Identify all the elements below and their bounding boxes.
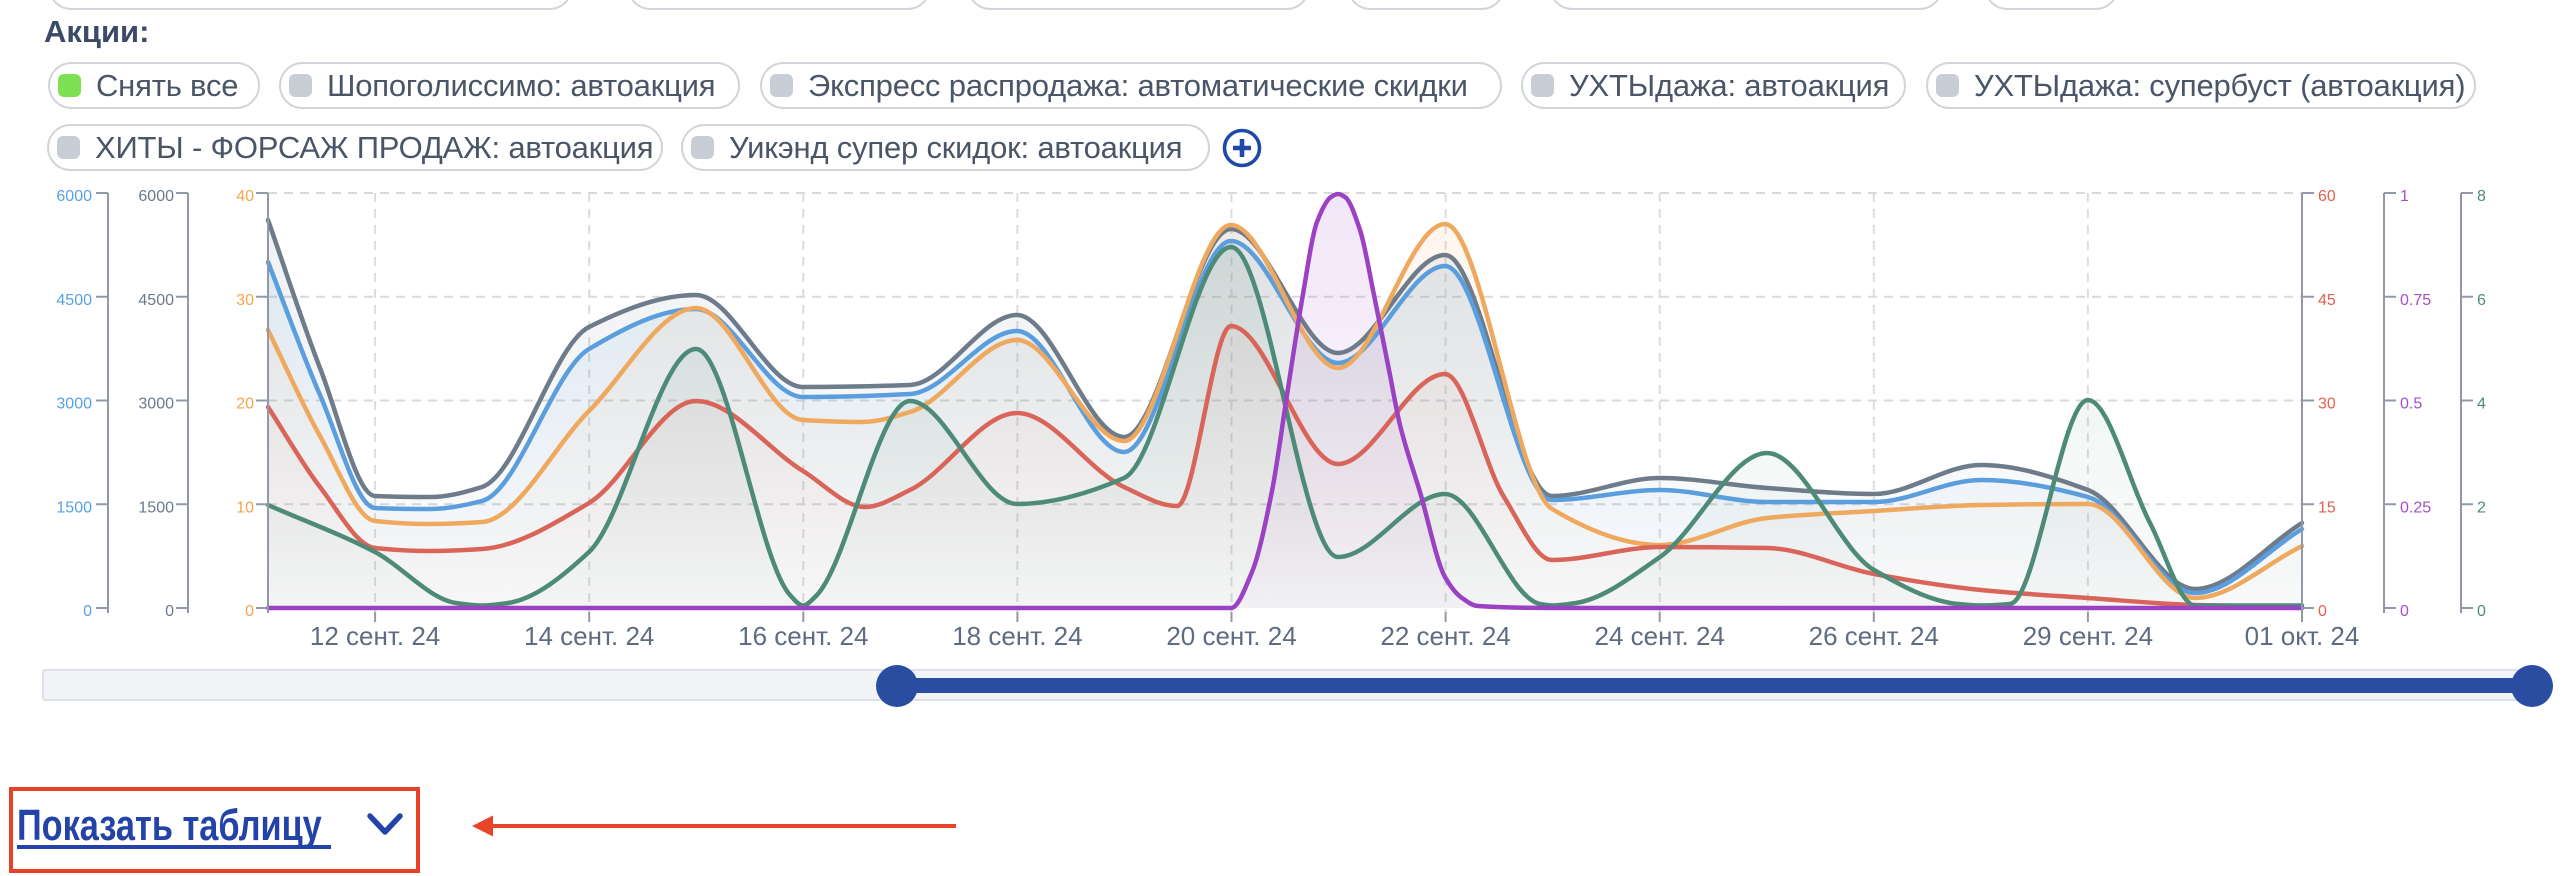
svg-text:60: 60 (2318, 188, 2336, 205)
svg-text:6: 6 (2477, 292, 2486, 309)
svg-text:6000: 6000 (138, 188, 174, 205)
svg-text:22 сент. 24: 22 сент. 24 (1380, 621, 1510, 651)
svg-text:0.25: 0.25 (2400, 499, 2431, 516)
svg-text:0: 0 (245, 603, 254, 620)
svg-text:0.5: 0.5 (2400, 396, 2422, 413)
svg-text:29 сент. 24: 29 сент. 24 (2023, 621, 2153, 651)
svg-text:3000: 3000 (56, 396, 92, 413)
svg-text:4500: 4500 (56, 292, 92, 309)
svg-text:15: 15 (2318, 499, 2336, 516)
svg-text:18 сент. 24: 18 сент. 24 (952, 621, 1082, 651)
svg-text:20: 20 (236, 396, 254, 413)
svg-text:1500: 1500 (138, 499, 174, 516)
svg-text:8: 8 (2477, 188, 2486, 205)
svg-text:30: 30 (2318, 396, 2336, 413)
svg-text:1: 1 (2400, 188, 2409, 205)
svg-text:2: 2 (2477, 499, 2486, 516)
svg-text:0.75: 0.75 (2400, 292, 2431, 309)
svg-text:40: 40 (236, 188, 254, 205)
svg-text:0: 0 (2318, 603, 2327, 620)
svg-text:4: 4 (2477, 396, 2486, 413)
svg-text:01 окт. 24: 01 окт. 24 (2245, 621, 2360, 651)
svg-text:0: 0 (2477, 603, 2486, 620)
svg-text:0: 0 (2400, 603, 2409, 620)
svg-text:30: 30 (236, 292, 254, 309)
svg-text:26 сент. 24: 26 сент. 24 (1809, 621, 1939, 651)
svg-text:4500: 4500 (138, 292, 174, 309)
svg-text:24 сент. 24: 24 сент. 24 (1595, 621, 1725, 651)
svg-text:12 сент. 24: 12 сент. 24 (310, 621, 440, 651)
svg-text:0: 0 (83, 603, 92, 620)
svg-text:0: 0 (165, 603, 174, 620)
svg-text:16 сент. 24: 16 сент. 24 (738, 621, 868, 651)
svg-text:1500: 1500 (56, 499, 92, 516)
svg-text:10: 10 (236, 499, 254, 516)
svg-text:14 сент. 24: 14 сент. 24 (524, 621, 654, 651)
svg-text:3000: 3000 (138, 396, 174, 413)
svg-text:6000: 6000 (56, 188, 92, 205)
svg-text:45: 45 (2318, 292, 2336, 309)
svg-text:20 сент. 24: 20 сент. 24 (1166, 621, 1296, 651)
